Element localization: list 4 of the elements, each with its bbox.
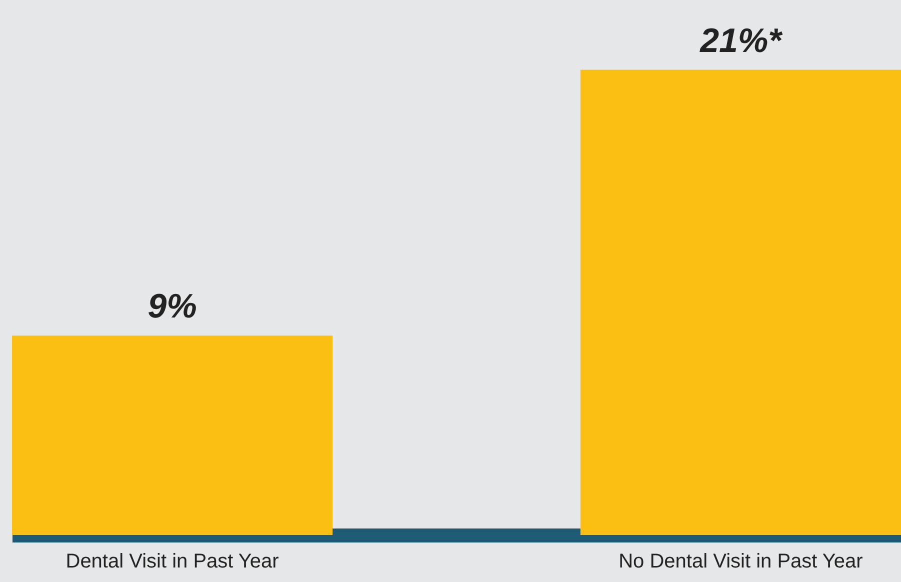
x-tick-label: No Dental Visit in Past Year [618, 550, 864, 572]
x-tick-label: Dental Visit in Past Year [66, 550, 280, 572]
data-label: 21%* [699, 22, 784, 60]
data-label: 9% [148, 288, 197, 326]
